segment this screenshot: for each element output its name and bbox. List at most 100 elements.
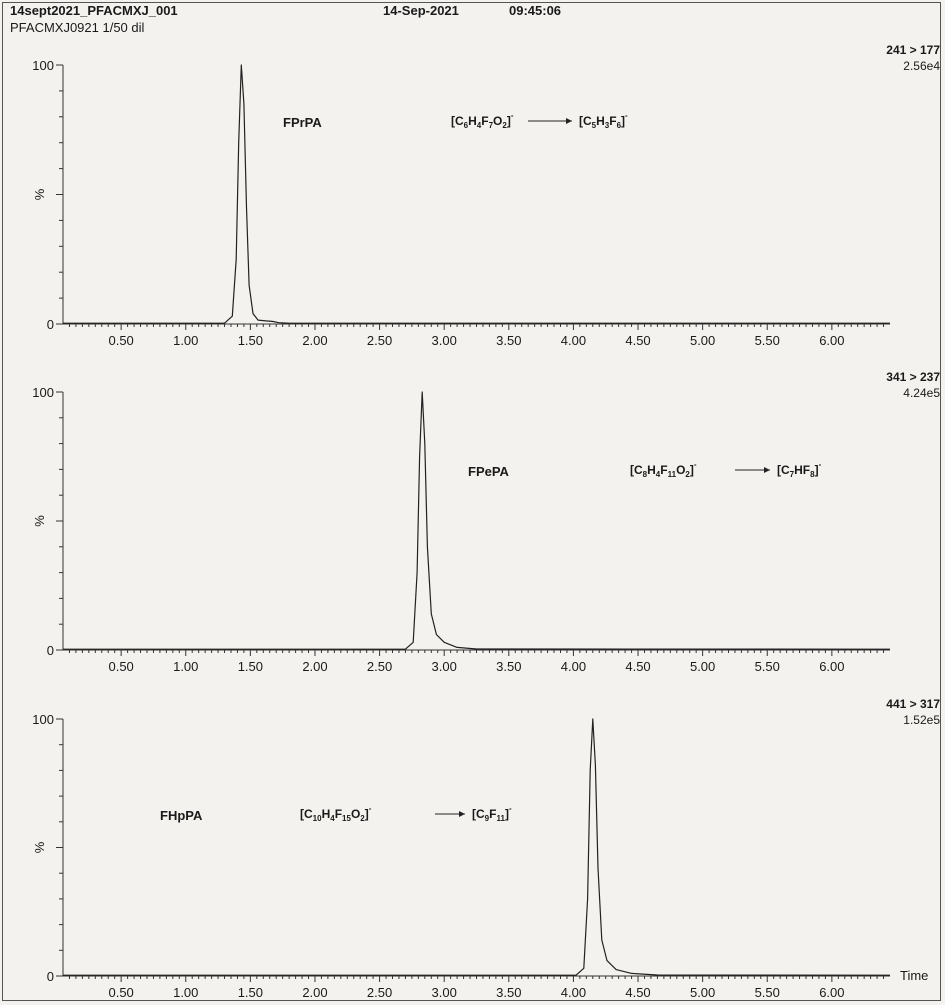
y-tick-label: 100 (32, 385, 54, 400)
precursor-ion-formula: [C8H4F11O2]- (630, 460, 697, 479)
x-tick-label: 1.00 (173, 985, 198, 1000)
x-tick-label: 1.50 (238, 985, 263, 1000)
product-ion-part: 3 (605, 121, 610, 130)
precursor-ion-part: 8 (643, 470, 648, 479)
precursor-ion-part: [C (451, 114, 464, 128)
compound-label: FPrPA (283, 115, 322, 130)
chromatogram-trace (63, 64, 890, 324)
x-tick-label: 4.50 (625, 985, 650, 1000)
x-tick-label: 3.50 (496, 333, 521, 348)
x-axis-label: Time (900, 968, 928, 983)
mrm-transition: 241 > 177 (886, 43, 940, 57)
product-ion-part: - (819, 460, 822, 469)
arrow-head (764, 467, 770, 473)
x-tick-label: 4.00 (561, 659, 586, 674)
chromatogram-trace (63, 391, 891, 650)
compound-label: FPePA (468, 464, 510, 479)
precursor-ion-formula: [C10H4F15O2]- (300, 804, 372, 823)
precursor-ion-formula: [C6H4F7O2]- (451, 111, 514, 130)
precursor-ion-part: ] (507, 114, 511, 128)
x-tick-label: 2.00 (302, 985, 327, 1000)
chromatogram-panel-3: 0 100% 0.50 1.00 1.50 2.00 2.50 3.00 3.50 4.00 4.5… (32, 697, 940, 1000)
x-tick-label: 1.00 (173, 333, 198, 348)
precursor-ion-part: 2 (360, 814, 365, 823)
precursor-ion-part: ] (690, 463, 694, 477)
y-tick-label: 0 (47, 969, 54, 984)
x-tick-label: 1.50 (238, 659, 263, 674)
mrm-transition: 341 > 237 (886, 370, 940, 384)
x-tick-label: 2.00 (302, 333, 327, 348)
precursor-ion-part: F (481, 114, 488, 128)
mrm-transition: 441 > 317 (886, 697, 940, 711)
product-ion-part: 6 (617, 121, 622, 130)
chromatogram-panel-1: 0 100% 0.50 1.00 1.50 2.00 2.50 3.00 3.50 4.00 4.5… (32, 43, 940, 348)
product-ion-part: - (625, 111, 628, 120)
precursor-ion-part: 4 (330, 814, 335, 823)
product-ion-formula: [C5H3F6]- (579, 111, 628, 130)
x-tick-label: 5.00 (690, 659, 715, 674)
sample-id: 14sept2021_PFACMXJ_001 (10, 3, 178, 18)
x-tick-label: 5.00 (690, 333, 715, 348)
x-tick-label: 0.50 (108, 659, 133, 674)
y-tick-label: 0 (47, 643, 54, 658)
x-tick-label: 0.50 (108, 985, 133, 1000)
precursor-ion-part: - (511, 111, 514, 120)
precursor-ion-part: 10 (313, 814, 322, 823)
compound-label: FHpPA (160, 808, 203, 823)
x-tick-label: 1.50 (238, 333, 263, 348)
product-ion-part: [C (777, 463, 790, 477)
y-tick-label: 100 (32, 712, 54, 727)
y-axis-label: % (32, 515, 47, 527)
x-tick-label: 2.50 (367, 985, 392, 1000)
precursor-ion-part: [C (300, 807, 313, 821)
precursor-ion-part: O (351, 807, 360, 821)
x-tick-label: 6.00 (819, 333, 844, 348)
precursor-ion-part: 6 (464, 121, 469, 130)
precursor-ion-part: 4 (656, 470, 661, 479)
max-intensity: 4.24e5 (903, 386, 940, 400)
x-tick-label: 4.00 (561, 985, 586, 1000)
y-tick-label: 100 (32, 58, 54, 73)
precursor-ion-part: 7 (489, 121, 494, 130)
x-tick-label: 3.00 (432, 659, 457, 674)
x-tick-label: 5.50 (755, 333, 780, 348)
arrow-head (566, 118, 572, 124)
acquisition-time: 09:45:06 (509, 3, 562, 18)
x-tick-label: 4.50 (625, 333, 650, 348)
y-axis-label: % (32, 841, 47, 853)
max-intensity: 1.52e5 (903, 713, 940, 727)
product-ion-formula: [C7HF8]- (777, 460, 822, 479)
precursor-ion-part: H (468, 114, 477, 128)
precursor-ion-part: 11 (668, 470, 677, 479)
acquisition-date: 14-Sep-2021 (383, 3, 459, 18)
product-ion-part: ] (815, 463, 819, 477)
product-ion-part: F (609, 114, 616, 128)
x-tick-label: 3.50 (496, 985, 521, 1000)
precursor-ion-part: H (322, 807, 331, 821)
product-ion-formula: [C9F11]- (472, 804, 512, 823)
arrow-head (459, 811, 465, 817)
x-tick-label: 4.50 (625, 659, 650, 674)
x-tick-label: 2.50 (367, 333, 392, 348)
precursor-ion-part: 15 (342, 814, 351, 823)
precursor-ion-part: - (694, 460, 697, 469)
precursor-ion-part: 2 (502, 121, 507, 130)
x-tick-label: 5.00 (690, 985, 715, 1000)
product-ion-part: ] (621, 114, 625, 128)
product-ion-part: 9 (485, 814, 490, 823)
y-tick-label: 0 (47, 317, 54, 332)
x-tick-label: 6.00 (819, 985, 844, 1000)
product-ion-part: 8 (810, 470, 815, 479)
product-ion-part: 11 (496, 814, 505, 823)
precursor-ion-part: H (647, 463, 656, 477)
product-ion-part: [C (579, 114, 592, 128)
product-ion-part: 5 (592, 121, 597, 130)
product-ion-part: - (509, 804, 512, 813)
x-tick-label: 1.00 (173, 659, 198, 674)
precursor-ion-part: - (369, 804, 372, 813)
product-ion-part: [C (472, 807, 485, 821)
sample-description: PFACMXJ0921 1/50 dil (10, 20, 145, 35)
product-ion-part: HF (794, 463, 810, 477)
x-tick-label: 2.00 (302, 659, 327, 674)
